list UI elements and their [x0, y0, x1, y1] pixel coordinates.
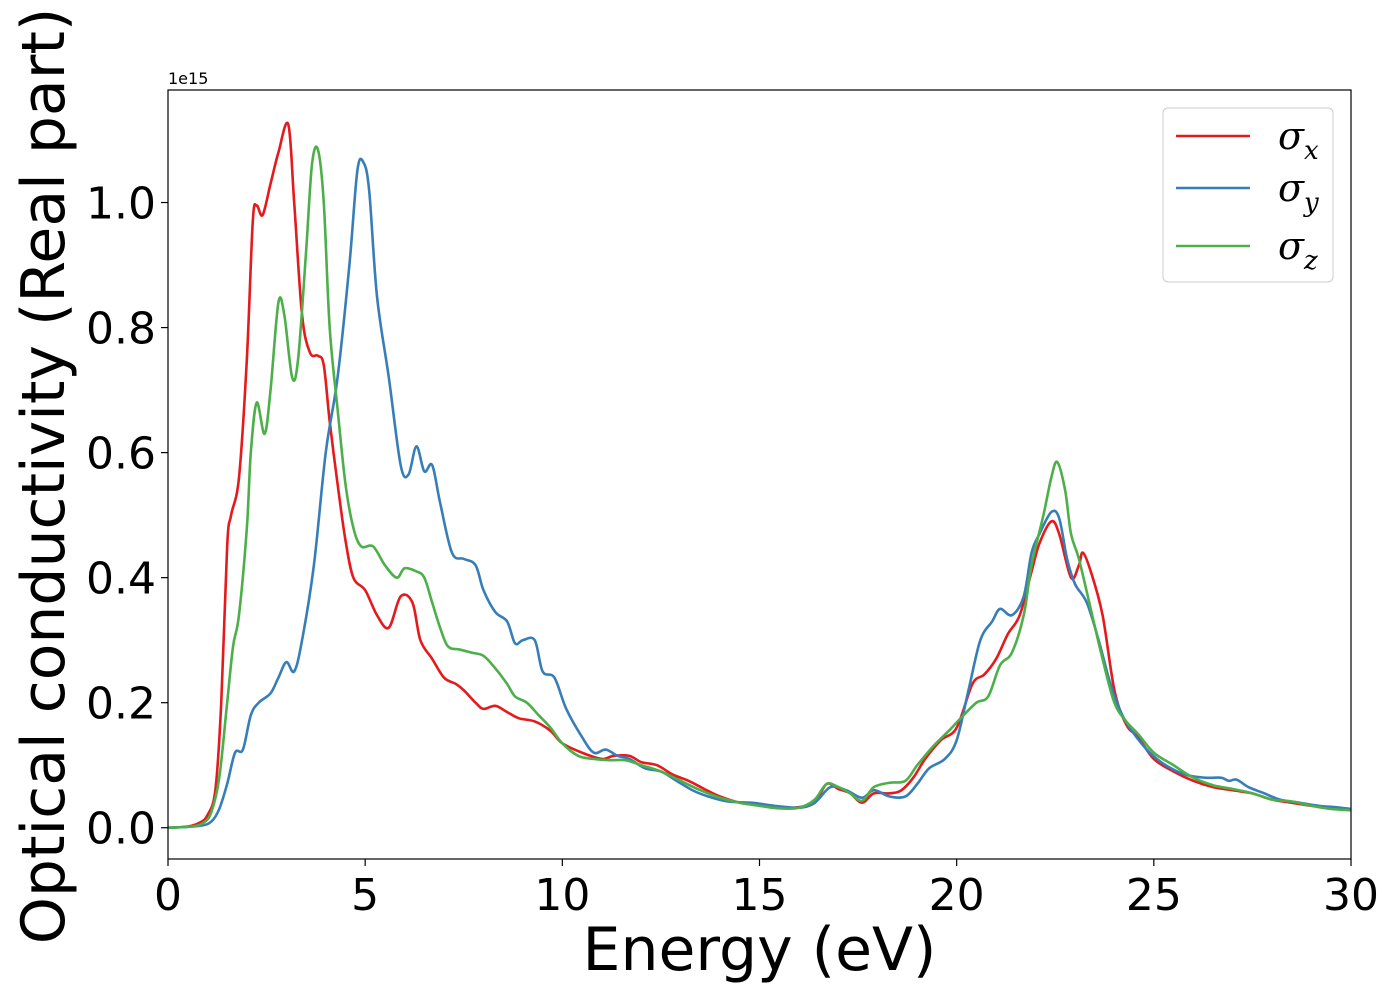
y-tick-label: 0.0: [86, 804, 156, 855]
x-tick-label: 30: [1323, 870, 1379, 921]
y-tick-label: 0.4: [86, 554, 156, 605]
x-axis: 0 5 10 15 20 25 30: [154, 859, 1379, 921]
series-line-x: [168, 121, 1351, 830]
y-tick-label: 0.8: [86, 304, 156, 355]
x-tick-label: 5: [351, 870, 379, 921]
legend-box: [1162, 107, 1334, 283]
x-tick-label: 10: [534, 870, 590, 921]
x-tick-label: 0: [154, 870, 182, 921]
y-tick-label: 0.2: [86, 679, 156, 730]
y-axis-title: Optical conductivity (Real part): [9, 8, 79, 945]
y-tick-label: 0.6: [86, 429, 156, 480]
x-axis-title: Energy (eV): [583, 915, 937, 985]
series-layer: [168, 121, 1351, 830]
x-tick-label: 25: [1126, 870, 1182, 921]
y-axis: 0.0 0.2 0.4 0.6 0.8 1.0: [86, 179, 168, 855]
x-tick-label: 15: [732, 870, 788, 921]
y-tick-label: 1.0: [86, 179, 156, 230]
x-tick-label: 20: [929, 870, 985, 921]
series-line-z: [168, 145, 1351, 830]
y-offset-label: 1e15: [168, 69, 208, 88]
